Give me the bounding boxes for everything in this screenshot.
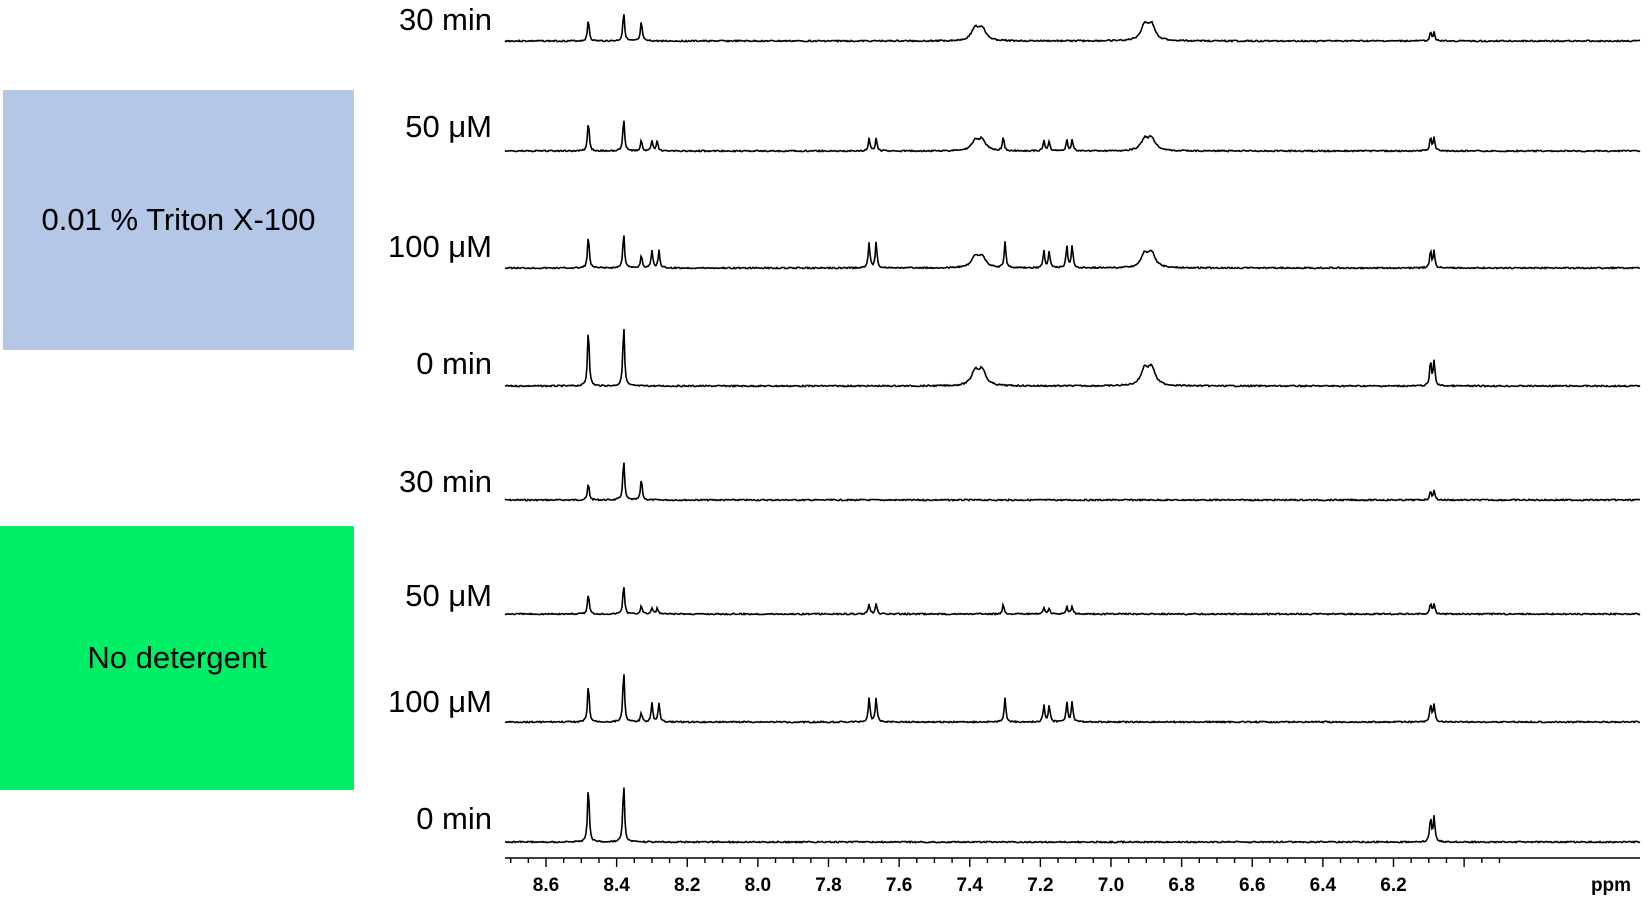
group-box-triton: 0.01 % Triton X-100	[3, 90, 354, 350]
tick-label: 6.8	[1168, 875, 1194, 896]
group-box-no-detergent: No detergent	[0, 526, 354, 790]
spectrum-trace	[504, 14, 1641, 43]
trace-label: 30 min	[399, 2, 492, 37]
tick-label: 7.2	[1027, 875, 1053, 896]
spectrum-trace	[504, 462, 1641, 502]
trace-label: 100 μM	[388, 229, 492, 264]
trace-label: 50 μM	[405, 578, 492, 613]
tick-label: 7.8	[815, 875, 841, 896]
trace-label: 50 μM	[405, 109, 492, 144]
tick-label: 6.4	[1310, 875, 1337, 896]
x-axis-label: ppm	[1591, 875, 1631, 896]
tick-label: 6.6	[1239, 875, 1265, 896]
tick-label: 8.6	[533, 875, 559, 896]
group-label-triton: 0.01 % Triton X-100	[41, 202, 316, 237]
spectrum-trace	[504, 787, 1641, 844]
tick-label: 6.2	[1380, 875, 1406, 896]
trace-label: 30 min	[399, 464, 492, 499]
trace-label: 0 min	[416, 346, 492, 381]
group-label-no-detergent: No detergent	[87, 640, 267, 675]
ppm-axis: 8.6 8.4 8.2 8.0 7.8 7.6 7.4 7.2 7.0 6.8 6.6 6.4 6.2 p…	[505, 857, 1640, 896]
spectrum-trace	[504, 235, 1641, 270]
tick-label: 8.0	[745, 875, 771, 896]
trace-label: 0 min	[416, 801, 492, 836]
trace-label: 100 μM	[388, 684, 492, 719]
spectrum-trace	[504, 674, 1641, 724]
spectra-traces: 30 min 50 μM 100 μM 0 min 30 min 50 μM 100 μM 0…	[388, 2, 1641, 844]
tick-label: 7.6	[886, 875, 912, 896]
spectrum-trace	[504, 587, 1641, 616]
tick-label: 7.4	[957, 875, 984, 896]
spectrum-trace	[504, 120, 1641, 153]
tick-label: 7.0	[1098, 875, 1124, 896]
tick-label: 8.2	[674, 875, 700, 896]
tick-label: 8.4	[603, 875, 630, 896]
spectrum-trace	[504, 328, 1641, 388]
